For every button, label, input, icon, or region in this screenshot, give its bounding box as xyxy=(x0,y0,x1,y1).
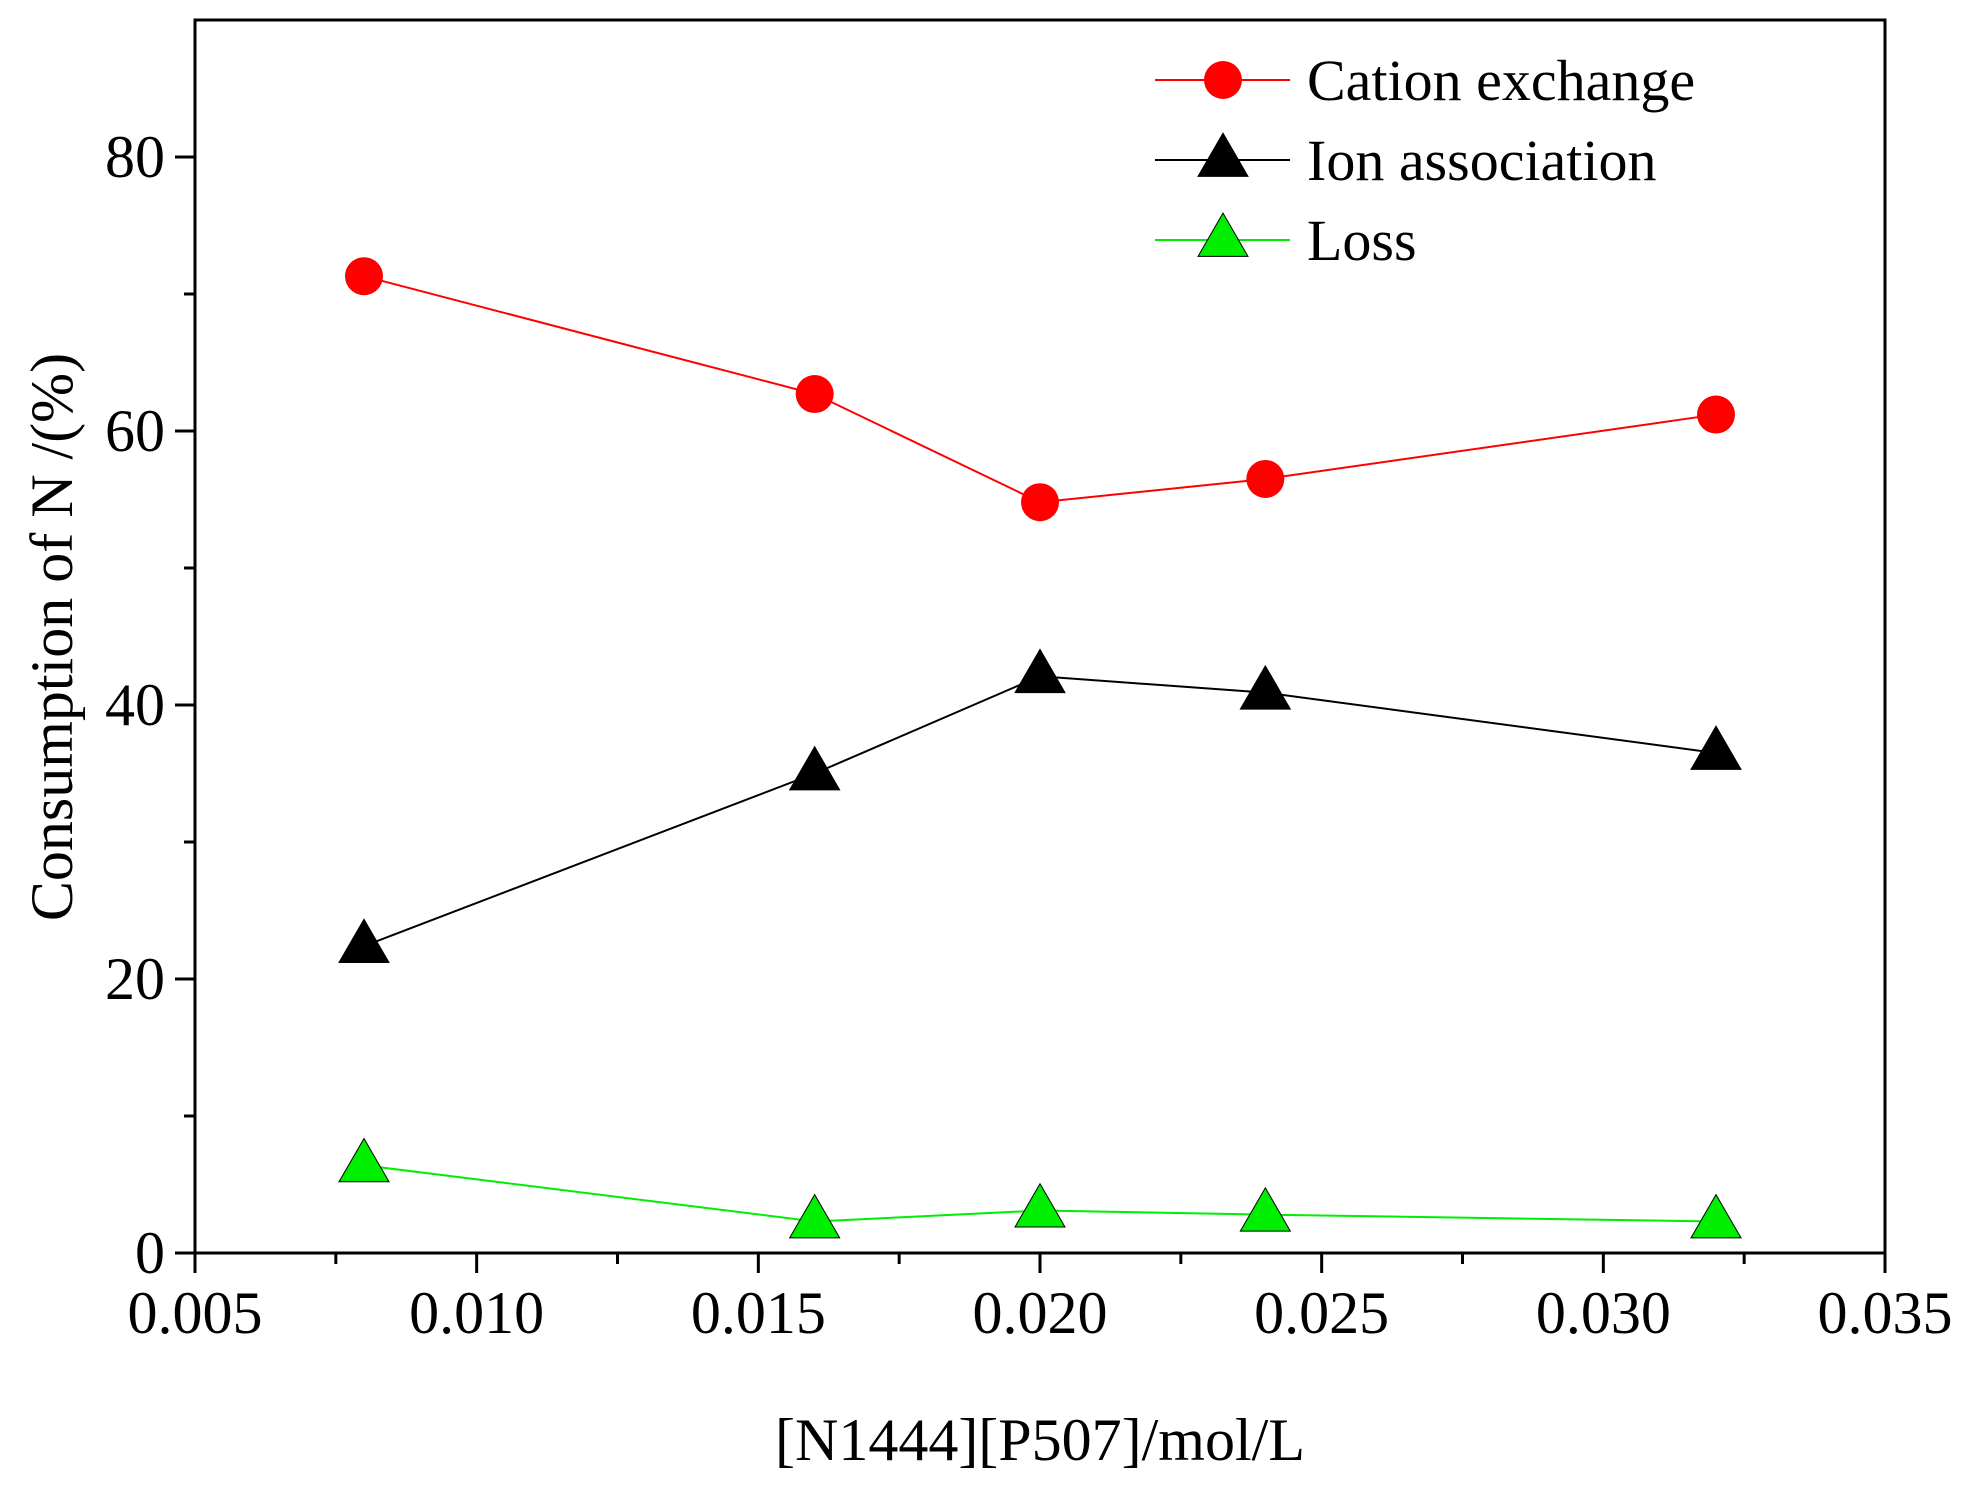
x-tick-label: 0.015 xyxy=(691,1280,826,1346)
data-point-loss xyxy=(1239,1186,1292,1232)
series-line-cation-exchange xyxy=(363,275,1717,504)
series-ion-association xyxy=(338,648,1742,964)
x-tick-label: 0.020 xyxy=(973,1280,1108,1346)
x-tick-label: 0.010 xyxy=(409,1280,544,1346)
data-point-loss xyxy=(1014,1182,1066,1228)
legend-label: Ion association xyxy=(1307,128,1657,193)
legend-marker xyxy=(1204,61,1242,99)
series-line-ion-association xyxy=(363,675,1717,948)
data-point-cation-exchange xyxy=(1697,395,1735,434)
x-tick-label: 0.030 xyxy=(1536,1280,1671,1346)
y-axis-ticks: 0 20 40 60 80 xyxy=(105,124,195,1286)
legend: Cation exchange Ion association Loss xyxy=(1155,48,1695,273)
legend-label: Loss xyxy=(1307,208,1417,273)
data-point-loss xyxy=(788,1193,841,1239)
legend-item-cation-exchange: Cation exchange xyxy=(1155,48,1695,113)
x-axis-ticks: 0.005 0.010 0.015 0.020 0.025 0.030 0.035 xyxy=(128,1253,1953,1346)
data-point-cation-exchange xyxy=(1021,483,1059,522)
y-tick-label: 20 xyxy=(105,946,165,1012)
series-layer xyxy=(338,257,1742,1239)
legend-marker xyxy=(1197,132,1249,177)
legend-item-ion-association: Ion association xyxy=(1155,128,1657,193)
x-tick-label: 0.025 xyxy=(1254,1280,1389,1346)
legend-item-loss: Loss xyxy=(1155,208,1417,273)
plot-frame xyxy=(193,18,1887,1255)
y-tick-label: 40 xyxy=(105,672,165,738)
data-point-ion-association xyxy=(1239,664,1292,710)
data-point-cation-exchange xyxy=(345,257,383,296)
y-tick-label: 80 xyxy=(105,124,165,190)
data-point-cation-exchange xyxy=(1246,459,1285,498)
x-axis-label: [N1444][P507]/mol/L xyxy=(775,1407,1305,1473)
data-point-ion-association xyxy=(338,918,390,964)
y-tick-label: 60 xyxy=(105,398,165,464)
data-point-loss xyxy=(338,1137,390,1183)
legend-label: Cation exchange xyxy=(1307,48,1695,113)
series-cation-exchange xyxy=(345,257,1735,522)
data-point-ion-association xyxy=(1690,725,1742,770)
data-point-loss xyxy=(1690,1193,1742,1239)
data-point-ion-association xyxy=(788,745,841,791)
y-axis-label: Consumption of N /(%) xyxy=(19,353,85,921)
x-tick-label: 0.035 xyxy=(1818,1280,1953,1346)
x-tick-label: 0.005 xyxy=(128,1280,263,1346)
data-point-ion-association xyxy=(1014,648,1066,694)
data-point-cation-exchange xyxy=(795,375,834,414)
series-loss xyxy=(338,1137,1742,1239)
y-tick-label: 0 xyxy=(135,1220,165,1286)
legend-marker xyxy=(1197,212,1249,257)
